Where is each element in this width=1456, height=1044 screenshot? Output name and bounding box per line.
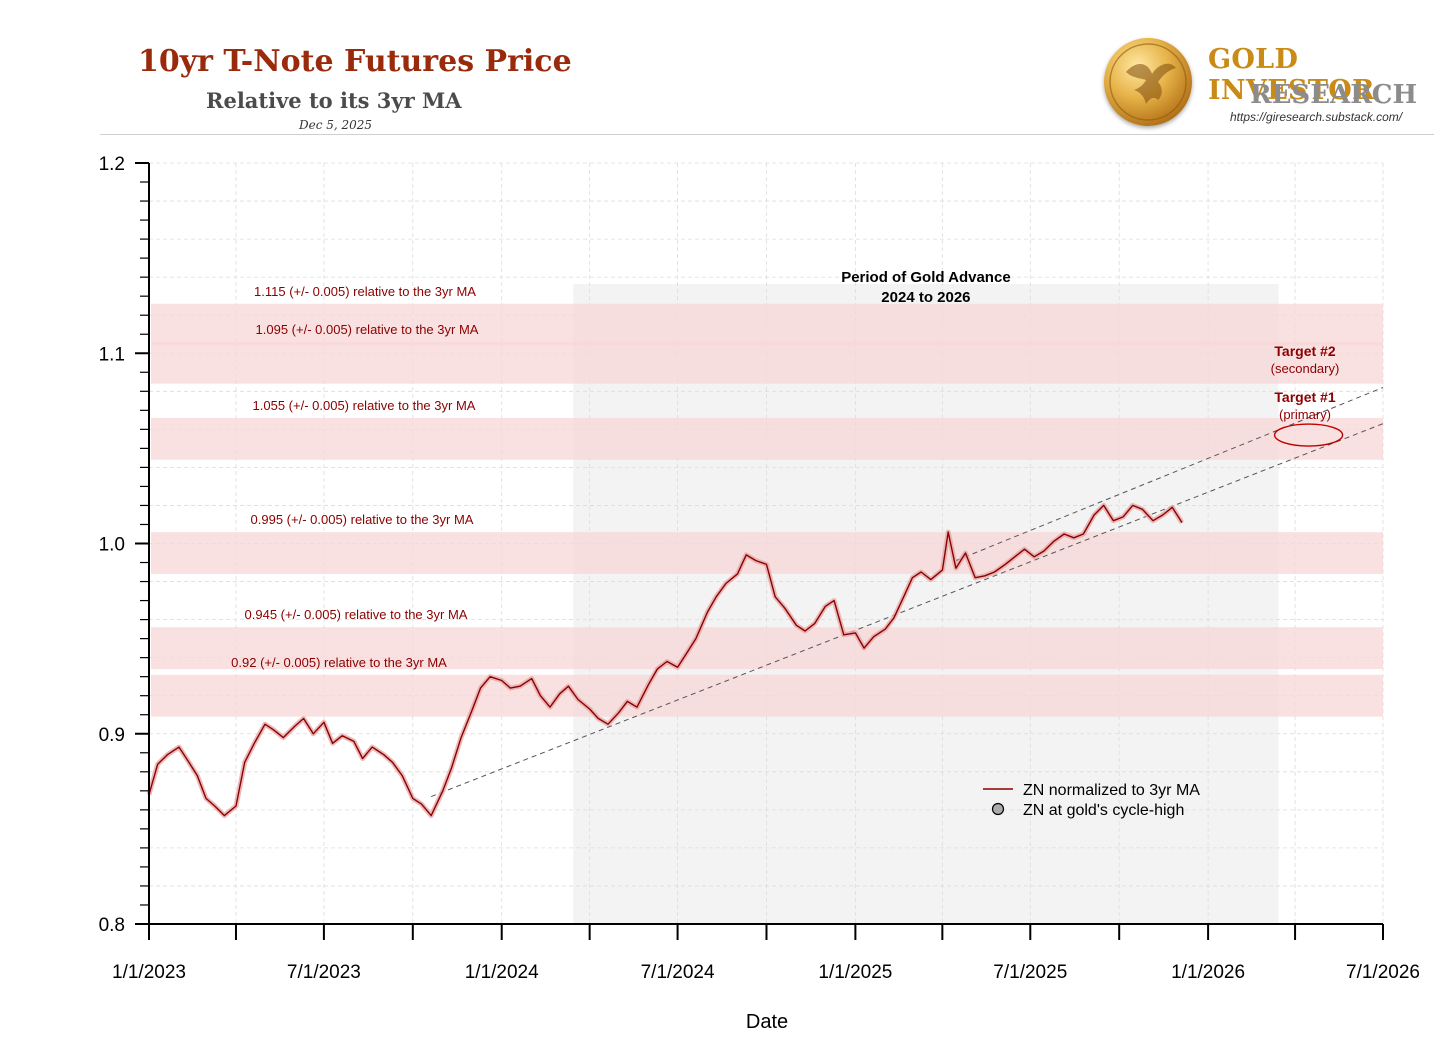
target-ellipse (1273, 423, 1344, 447)
legend-line-label: ZN normalized to 3yr MA (1023, 782, 1200, 799)
x-tick-label: 1/1/2025 (818, 962, 892, 983)
x-axis-label: Date (746, 1011, 788, 1033)
band-label: 0.945 (+/- 0.005) relative to the 3yr MA (245, 607, 468, 622)
legend: ZN normalized to 3yr MA ZN at gold's cycl… (983, 782, 1200, 819)
band-label: 1.115 (+/- 0.005) relative to the 3yr MA (254, 284, 476, 299)
target-1-sub: (primary) (1279, 407, 1331, 422)
level-bands: 1.115 (+/- 0.005) relative to the 3yr MA… (151, 284, 1383, 717)
brand-name-secondary: RESEARCH (1250, 80, 1418, 110)
target-2-title: Target #2 (1274, 343, 1335, 359)
chart-date: Dec 5, 2025 (299, 118, 373, 132)
x-tick-label: 7/1/2024 (641, 962, 715, 983)
x-tick-label: 7/1/2026 (1346, 962, 1420, 983)
band-1.115 (151, 303, 1383, 346)
band-label: 1.095 (+/- 0.005) relative to the 3yr MA (256, 322, 479, 337)
brand-url: https://giresearch.substack.com/ (1230, 110, 1403, 124)
eagle-icon (1109, 43, 1187, 121)
header-divider (100, 134, 1434, 135)
x-tick-label: 1/1/2026 (1171, 962, 1245, 983)
shade-label: Period of Gold Advance (841, 269, 1010, 286)
chart-subtitle: Relative to its 3yr MA (206, 88, 462, 113)
shaded-period (573, 284, 1279, 924)
series-layer (146, 502, 1185, 819)
y-tick-label: 1.0 (99, 535, 125, 556)
chart-title: 10yr T-Note Futures Price (138, 44, 572, 79)
target-1-title: Target #1 (1274, 389, 1335, 405)
x-tick-label: 1/1/2024 (465, 962, 539, 983)
legend-marker-swatch (991, 802, 1005, 816)
x-tick-label: 1/1/2023 (112, 962, 186, 983)
axes: 0.8 0.9 1.0 1.1 1.2 1/1/2023 7/1/2023 1/1/2024 7… (99, 154, 1420, 1033)
band-label: 0.92 (+/- 0.005) relative to the 3yr MA (231, 655, 447, 670)
annotations: Period of Gold Advance 2024 to 2026 Target… (841, 269, 1344, 447)
y-tick-label: 1.2 (99, 154, 125, 175)
band-1.095 (151, 341, 1383, 384)
y-tick-label: 0.8 (99, 915, 125, 936)
series-line (148, 504, 1183, 817)
band-0.945 (151, 627, 1383, 670)
x-tick-label: 7/1/2023 (287, 962, 361, 983)
y-tick-label: 1.1 (99, 344, 125, 365)
gold-advance-shade (573, 284, 1279, 924)
band-label: 0.995 (+/- 0.005) relative to the 3yr MA (251, 512, 474, 527)
target-2-sub: (secondary) (1271, 361, 1340, 376)
shade-sublabel: 2024 to 2026 (881, 289, 970, 306)
trendlines (430, 387, 1384, 797)
legend-marker-label: ZN at gold's cycle-high (1023, 802, 1184, 819)
band-label: 1.055 (+/- 0.005) relative to the 3yr MA (253, 398, 476, 413)
brand-name: GOLD INVESTOR (1208, 44, 1375, 106)
band-1.055 (151, 417, 1383, 460)
gold-coin-logo (1104, 38, 1192, 126)
trendline (955, 387, 1384, 562)
x-tick-label: 7/1/2025 (993, 962, 1067, 983)
band-0.92 (151, 674, 1383, 717)
y-tick-label: 0.9 (99, 725, 125, 746)
